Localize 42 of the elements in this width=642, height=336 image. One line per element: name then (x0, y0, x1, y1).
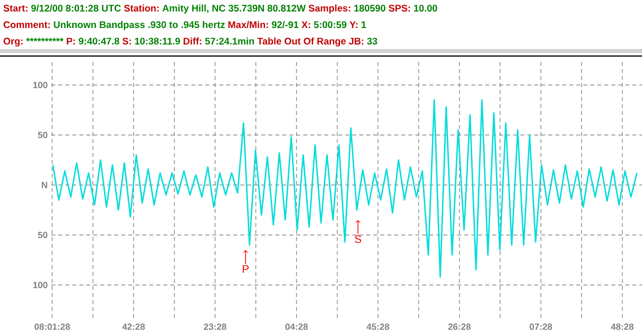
text: Amity Hill, NC 35.739N 80.812W (162, 4, 306, 14)
y-tick-label: 100 (33, 82, 48, 88)
text: SPS: (388, 4, 410, 12)
y-tick-label: 50 (38, 232, 48, 238)
text: Max/Min: (228, 21, 268, 28)
x-tick-label: 48:28 (610, 324, 634, 330)
text: Unknown Bandpass .930 to .945 hertz (54, 21, 225, 30)
text: 10:38:11.9 (135, 38, 180, 45)
text: Samples: (308, 4, 350, 14)
text: Table Out Of Range JB: (257, 38, 364, 46)
text: 180590 (354, 4, 386, 12)
text: ********** (26, 38, 64, 42)
y-tick-label: N (42, 182, 48, 188)
text: Start: (3, 4, 28, 12)
text: S: (122, 38, 131, 45)
text: X: (301, 21, 310, 28)
x-tick-label: 04:28 (285, 324, 308, 330)
text: 1 (362, 21, 366, 28)
x-tick-label: 26:28 (448, 324, 471, 330)
text: 10.00 (414, 4, 438, 12)
text: 5:00:59 (314, 21, 346, 28)
text: Diff: (184, 38, 202, 44)
x-tick-label: 08:01:28 (34, 324, 70, 330)
text: Station: (124, 4, 159, 12)
x-tick-label: 45:28 (366, 324, 390, 330)
line-series (52, 99, 638, 278)
y-tick-label: 50 (38, 132, 48, 138)
x-tick-label: 07:28 (530, 324, 552, 330)
text: Comment: (4, 21, 50, 28)
y-tick-label: 100 (33, 282, 48, 288)
text: Org: (4, 38, 23, 46)
text: 9:40:47.8 (78, 38, 120, 45)
text: 92/-91 (272, 21, 298, 28)
text: Y: (350, 21, 358, 28)
text: P: (66, 38, 75, 44)
text: 9/12/00 8:01:28 UTC (31, 4, 121, 12)
x-tick-label: 42:28 (122, 324, 145, 330)
annotation: S (354, 235, 362, 243)
text: 33 (367, 38, 378, 45)
annotation: P (242, 265, 249, 273)
text: 57:24.1min (205, 38, 254, 45)
x-tick-label: 23:28 (204, 324, 226, 330)
